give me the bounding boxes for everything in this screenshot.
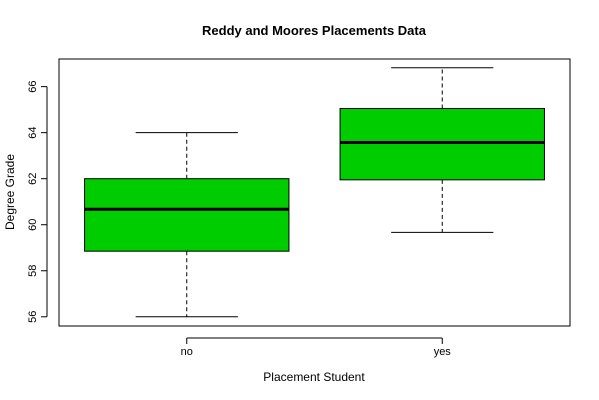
y-axis: 56 58 60 62 64 66 (27, 80, 48, 323)
chart-title: Reddy and Moores Placements Data (202, 23, 427, 38)
box-yes (339, 107, 545, 181)
y-tick-label-64: 64 (27, 127, 39, 139)
x-tick-label-yes: yes (434, 346, 452, 358)
y-tick-label-58: 58 (27, 265, 39, 277)
x-axis-label: Placement Student (263, 370, 365, 384)
y-tick-label-56: 56 (27, 311, 39, 323)
box-group-no (84, 132, 290, 318)
y-axis-label: Degree Grade (3, 154, 17, 230)
x-axis: no yes (181, 337, 452, 358)
y-tick-label-62: 62 (27, 173, 39, 185)
y-tick-label-60: 60 (27, 219, 39, 231)
boxes-layer (84, 67, 545, 318)
box-no (84, 178, 290, 252)
plot-frame (58, 58, 571, 327)
y-tick-label-66: 66 (27, 80, 39, 92)
box-group-yes (339, 67, 545, 233)
x-tick-label-no: no (181, 346, 193, 358)
